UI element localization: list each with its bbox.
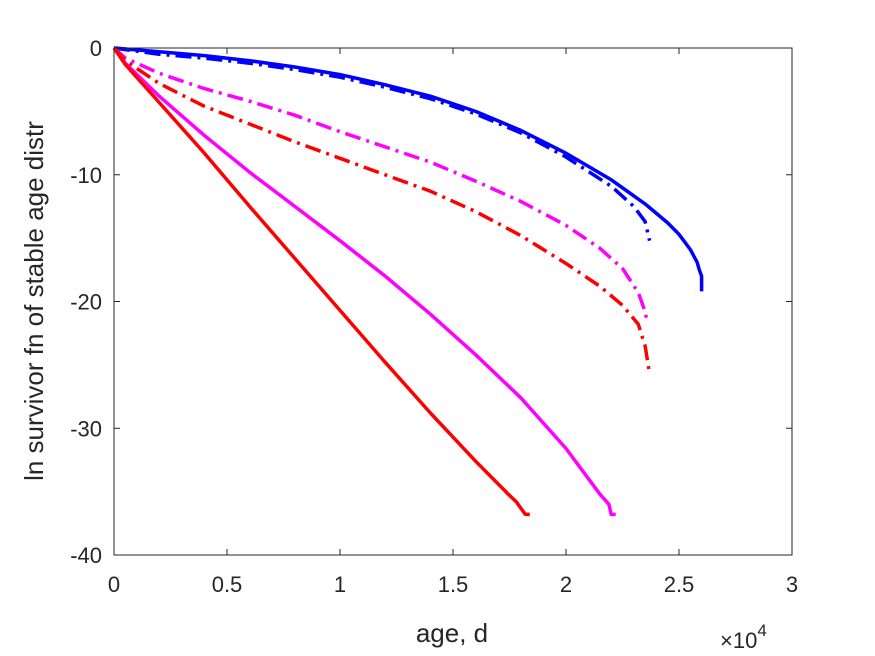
x-tick-label: 0 <box>108 572 120 597</box>
x-axis-ticks: 0 0.5 1 1.5 2 2.5 3 <box>108 48 798 597</box>
series-layer <box>112 46 704 517</box>
x-axis-multiplier-base: ×10 <box>720 628 757 653</box>
y-tick-label: -20 <box>70 290 102 315</box>
series-line-2-dashdot <box>113 46 652 242</box>
plot-area <box>114 48 792 555</box>
x-tick-label: 3 <box>786 572 798 597</box>
series-line-4-dashdot <box>112 46 652 374</box>
y-tick-label: 0 <box>90 36 102 61</box>
series-line-5-solid <box>112 46 616 517</box>
series-line-1-solid <box>113 46 704 292</box>
x-tick-label: 1.5 <box>438 572 469 597</box>
y-tick-label: -10 <box>70 163 102 188</box>
y-axis-ticks: 0 -10 -20 -30 -40 <box>70 36 792 568</box>
x-tick-label: 0.5 <box>212 572 243 597</box>
x-tick-label: 2.5 <box>664 572 695 597</box>
y-axis-label: ln survivor fn of stable age distr <box>19 121 49 481</box>
x-tick-label: 1 <box>334 572 346 597</box>
x-axis-multiplier-exponent: 4 <box>757 621 766 640</box>
y-tick-label: -30 <box>70 416 102 441</box>
series-line-6-solid <box>112 47 530 517</box>
series-line-3-dashdot <box>112 46 650 324</box>
x-axis-multiplier: ×104 <box>720 621 767 653</box>
x-tick-label: 2 <box>560 572 572 597</box>
x-axis-label: age, d <box>416 618 488 648</box>
y-tick-label: -40 <box>70 543 102 568</box>
